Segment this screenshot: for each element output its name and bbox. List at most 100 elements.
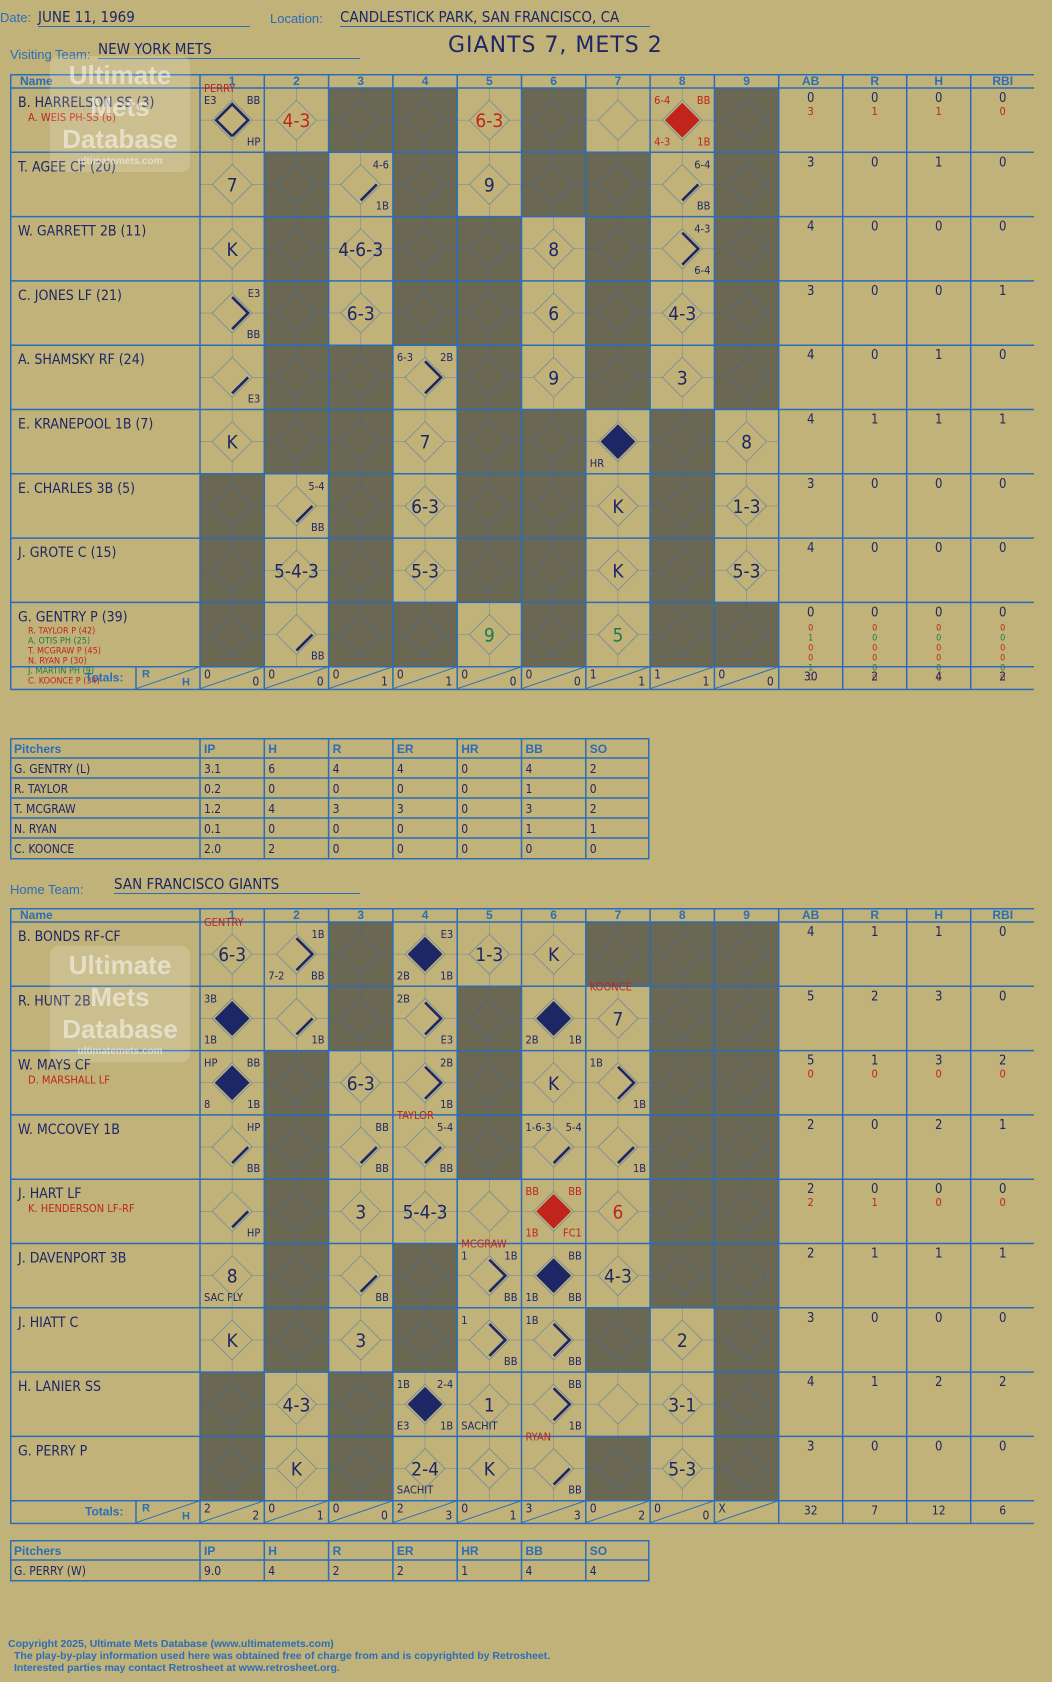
inning-hits: 0 xyxy=(381,1509,388,1523)
inning-runs: 0 xyxy=(526,668,533,682)
base-path xyxy=(231,1210,250,1229)
sub-name: D. MARSHALL LF xyxy=(28,1074,110,1087)
pitcher-stat: 0 xyxy=(461,762,468,776)
stat-rbi: 1 xyxy=(999,284,1006,299)
grid-line xyxy=(264,666,329,690)
base-diamond xyxy=(533,1447,575,1490)
base-diamond xyxy=(661,1190,703,1232)
footer-contact: Interested parties may contact Retroshee… xyxy=(14,1662,340,1674)
pitcher-header: H xyxy=(268,1544,277,1558)
base-diamond xyxy=(404,997,446,1040)
base-diamond xyxy=(404,1190,446,1232)
sub-stat-rbi: 0 xyxy=(1000,105,1006,118)
scored-run-diamond xyxy=(407,1386,443,1422)
pitcher-stat: 0 xyxy=(397,822,404,836)
home-team-name: SAN FRANCISCO GIANTS xyxy=(114,875,360,894)
stat-ab: 2 xyxy=(807,1182,814,1197)
inning-header: 7 xyxy=(615,74,622,88)
play-result: 6-3 xyxy=(475,110,503,132)
base-diamond xyxy=(340,1190,382,1232)
stat-rbi: 0 xyxy=(999,605,1006,620)
grid-line xyxy=(328,1500,394,1524)
date-label: Date: xyxy=(0,10,32,25)
pitcher-change: TAYLOR xyxy=(396,1109,434,1122)
total-rbi: 2 xyxy=(999,670,1006,684)
pitcher-stat: 1 xyxy=(461,1564,468,1578)
stat-h: 0 xyxy=(935,605,942,620)
footer-copyright: Copyright 2025, Ultimate Mets Database (… xyxy=(8,1638,334,1650)
play-note: BB xyxy=(311,521,325,534)
stat-r: 0 xyxy=(871,1439,878,1454)
play-result: 9 xyxy=(484,625,495,647)
scored-run-diamond xyxy=(536,1258,572,1294)
stat-header: R xyxy=(870,908,879,922)
pitcher-stat: 0 xyxy=(268,782,275,796)
scored-run-diamond xyxy=(664,102,700,138)
stat-header: AB xyxy=(802,74,820,88)
play-result: 1-3 xyxy=(475,944,503,966)
base-diamond xyxy=(468,1255,510,1297)
play-result: 5-4-3 xyxy=(274,560,319,582)
scored-run-diamond xyxy=(536,1001,572,1036)
base-path xyxy=(295,505,314,523)
play-result: 6 xyxy=(548,303,559,325)
play-note: 1 xyxy=(461,1314,467,1327)
batter-name: W. MCCOVEY 1B xyxy=(18,1122,120,1138)
stat-h: 0 xyxy=(935,541,942,556)
pitcher-stat: 3 xyxy=(526,802,533,816)
base-diamond xyxy=(468,1190,510,1232)
play-note: SAC FLY xyxy=(204,1291,244,1304)
base-diamond xyxy=(725,99,768,141)
stat-header: RBI xyxy=(992,908,1013,922)
play-note: BB xyxy=(375,1291,389,1304)
stat-r: 1 xyxy=(871,925,878,940)
grid-line xyxy=(714,1500,779,1524)
pitcher-name: G. PERRY (W) xyxy=(14,1564,86,1578)
play-result: 7 xyxy=(420,432,431,454)
base-diamond xyxy=(597,1383,639,1425)
play-note: 1B xyxy=(633,1098,646,1111)
play-note: BB xyxy=(440,1162,454,1175)
stat-h: 1 xyxy=(935,155,942,170)
base-diamond xyxy=(275,997,318,1040)
base-path xyxy=(552,1146,571,1164)
play-note: HP xyxy=(204,1057,217,1070)
pitcher-change: KOONCE xyxy=(590,980,632,993)
pitcher-stat: 9.0 xyxy=(204,1564,221,1578)
base-path xyxy=(424,1065,443,1100)
total-r: 7 xyxy=(871,1504,878,1518)
visiting-pitchers-table: Pitchers IP H R ER HR BB SO G. GENTRY (L) 3.1 6 4 4 0… xyxy=(10,738,650,866)
play-note: 2B xyxy=(440,351,453,364)
play-result: 4-3 xyxy=(668,303,696,325)
inning-runs: X xyxy=(718,1502,726,1516)
stat-ab: 0 xyxy=(807,605,814,620)
stat-h: 0 xyxy=(935,1182,942,1197)
play-result: 5-3 xyxy=(733,560,761,582)
stat-h: 0 xyxy=(935,91,942,106)
play-note: BB xyxy=(697,94,711,107)
totals-r-label: R xyxy=(142,669,150,681)
play-note: E3 xyxy=(441,928,454,941)
sub-stat-rbi: 0 xyxy=(1000,623,1005,633)
sub-stat-h: 1 xyxy=(936,105,942,118)
play-result: K xyxy=(291,1459,303,1481)
base-diamond xyxy=(211,356,253,398)
base-path xyxy=(488,1323,508,1357)
pitcher-stat: 2 xyxy=(333,1564,340,1578)
pitcher-stat: 0 xyxy=(526,842,533,856)
play-note: 1B xyxy=(504,1250,517,1263)
play-note: 1B xyxy=(569,1034,582,1047)
pitcher-header: R xyxy=(333,742,342,756)
inning-hits: 1 xyxy=(638,675,645,689)
base-path xyxy=(295,937,315,972)
stat-h: 0 xyxy=(935,1311,942,1326)
play-note: BB xyxy=(568,1484,582,1497)
batter-name: C. JONES LF (21) xyxy=(18,288,122,304)
total-ab: 30 xyxy=(804,670,818,684)
base-diamond xyxy=(404,1062,446,1104)
inning-runs: 1 xyxy=(590,668,597,682)
play-note: E3 xyxy=(397,1419,410,1432)
pitcher-stat: 4 xyxy=(526,1564,533,1578)
sub-name: A. OTIS PH (25) xyxy=(28,636,90,646)
stat-rbi: 0 xyxy=(999,1439,1006,1454)
